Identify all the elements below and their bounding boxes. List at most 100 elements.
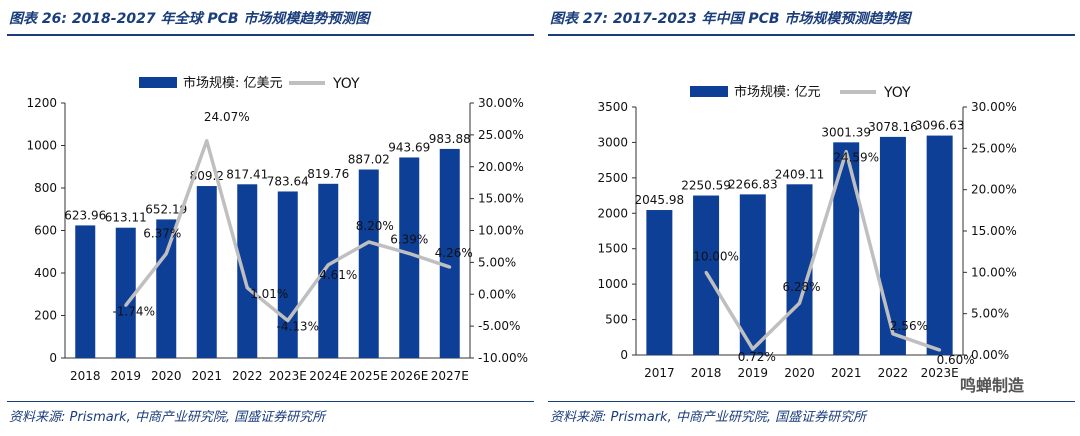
y-right-tick-label: 25.00% xyxy=(971,141,1017,155)
y-left-tick-label: 500 xyxy=(605,313,628,327)
chart-title: 图表 26: 2018-2027 年全球 PCB 市场规模趋势预测图 xyxy=(9,11,370,27)
yoy-value-label: 4.61% xyxy=(319,268,357,282)
yoy-value-label: 8.20% xyxy=(356,219,394,233)
yoy-point-2022 xyxy=(245,286,249,290)
bar-2021 xyxy=(833,142,860,355)
yoy-value-label: 6.28% xyxy=(782,280,820,294)
chart-source: 资料来源: Prismark, 中商产业研究院, 国盛证券研究所 xyxy=(550,410,867,425)
bar-2018 xyxy=(75,225,96,358)
x-tick-label: 2020 xyxy=(151,369,182,383)
watermark-text: 鸣蝉制造 xyxy=(960,376,1025,395)
yoy-value-label: 2.56% xyxy=(890,319,928,333)
x-tick-label: 2023E xyxy=(921,366,959,380)
x-tick-label: 2018 xyxy=(70,369,101,383)
y-right-tick-label: 15.00% xyxy=(478,192,524,206)
bar-2019 xyxy=(739,194,766,355)
yoy-value-label: 24.07% xyxy=(204,110,250,124)
x-tick-label: 2020 xyxy=(784,366,815,380)
yoy-line xyxy=(704,149,941,352)
y-right-tick-label: 0.00% xyxy=(971,348,1009,362)
yoy-point-2019 xyxy=(124,303,128,307)
x-tick-label: 2027E xyxy=(431,369,469,383)
chart-global-pcb: 0 200 400 600 800 1000 1200 -10.00% -5.00% 0.00% 5… xyxy=(26,75,528,383)
source-rule xyxy=(7,401,534,402)
yoy-point-2018 xyxy=(704,270,708,274)
bar-value-label: 2045.98 xyxy=(635,193,685,207)
bar-value-label: 3001.39 xyxy=(821,125,871,139)
bar-value-label: 2266.83 xyxy=(728,177,778,191)
yoy-point-2023E xyxy=(286,319,290,323)
bar-2027E xyxy=(439,148,460,358)
y-left-tick-label: 600 xyxy=(34,224,57,238)
bar-value-label: 819.76 xyxy=(307,167,349,181)
x-tick-label: 2022 xyxy=(232,369,263,383)
x-tick-label: 2026E xyxy=(390,369,428,383)
yoy-point-2026E xyxy=(407,252,411,256)
bar-value-label: 623.96 xyxy=(64,208,106,222)
x-tick-label: 2017 xyxy=(644,366,675,380)
y-right-tick-label: 30.00% xyxy=(971,100,1017,114)
yoy-point-2023E xyxy=(938,348,942,352)
chart-source: 资料来源: Prismark, 中商产业研究院, 国盛证券研究所 xyxy=(9,410,326,425)
y-right-tick-label: 0.00% xyxy=(478,287,516,301)
bar-2026E xyxy=(399,157,420,358)
yoy-value-label: 4.26% xyxy=(435,246,473,260)
yoy-point-2020 xyxy=(798,301,801,305)
y-right-tick-label: 30.00% xyxy=(478,96,524,110)
y-left-tick-label: 3000 xyxy=(597,135,628,149)
y-left-tick-label: 2500 xyxy=(597,171,628,185)
legend-bar-label: 市场规模: 亿元 xyxy=(734,84,821,100)
bar-2023E xyxy=(926,135,953,355)
yoy-value-label: 6.39% xyxy=(390,233,428,247)
bar-value-label: 613.11 xyxy=(105,211,147,225)
yoy-point-2021 xyxy=(205,139,209,143)
chart-panel-global: 图表 26: 2018-2027 年全球 PCB 市场规模趋势预测图 0 200 4… xyxy=(7,0,534,436)
legend-bar-label: 市场规模: 亿美元 xyxy=(183,75,283,91)
yoy-value-label: 0.72% xyxy=(738,350,776,364)
yoy-point-2021 xyxy=(844,150,848,154)
bar-2024E xyxy=(318,183,339,358)
chart-china-pcb: 0 500 1000 1500 2000 2500 3000 3500 0.00% 5.00% 10… xyxy=(597,84,1017,380)
y-right-tick-label: 5.00% xyxy=(478,255,516,269)
chart-panel-china: 图表 27: 2017-2023 年中国 PCB 市场规模预测趋势图 0 500 1… xyxy=(548,0,1075,436)
bar-2020 xyxy=(156,219,177,358)
bar-value-label: 817.41 xyxy=(226,167,268,181)
bar-value-label: 783.64 xyxy=(267,174,309,188)
bar-2021 xyxy=(196,186,217,358)
bar-value-label: 943.69 xyxy=(388,140,430,154)
yoy-point-2019 xyxy=(751,347,755,351)
bar-2017 xyxy=(646,210,673,355)
x-tick-label: 2025E xyxy=(350,369,388,383)
y-right-tick-label: 20.00% xyxy=(971,183,1017,197)
y-right-tick-label: 10.00% xyxy=(971,265,1017,279)
bar-value-label: 2409.11 xyxy=(775,167,825,181)
y-right-tick-label: 25.00% xyxy=(478,128,524,142)
bar-value-label: 652.19 xyxy=(145,202,187,216)
y-left-tick-label: 1000 xyxy=(26,139,57,153)
yoy-point-2024E xyxy=(326,263,330,267)
bar-value-label: 2250.59 xyxy=(681,179,731,193)
y-left-tick-label: 2000 xyxy=(597,206,628,220)
yoy-value-label: -1.74% xyxy=(113,304,155,318)
yoy-value-label: 10.00% xyxy=(693,249,739,263)
y-right-tick-label: -10.00% xyxy=(478,351,528,365)
yoy-point-2020 xyxy=(164,252,168,256)
x-tick-label: 2021 xyxy=(831,366,862,380)
yoy-point-2027E xyxy=(448,265,452,269)
y-right-tick-label: -5.00% xyxy=(478,319,520,333)
x-tick-label: 2022 xyxy=(878,366,909,380)
y-left-tick-label: 400 xyxy=(34,266,57,280)
title-rule xyxy=(7,34,534,36)
y-left-tick-label: 3500 xyxy=(597,100,628,114)
y-left-tick-label: 1000 xyxy=(597,277,628,291)
x-tick-label: 2019 xyxy=(738,366,769,380)
y-left-tick-label: 1200 xyxy=(26,96,57,110)
y-right-tick-label: 20.00% xyxy=(478,160,524,174)
y-right-tick-label: 10.00% xyxy=(478,224,524,238)
y-right-tick-label: 5.00% xyxy=(971,307,1009,321)
legend-line-label: YOY xyxy=(883,85,911,101)
legend-bar-swatch xyxy=(139,77,177,88)
x-tick-label: 2018 xyxy=(691,366,722,380)
x-tick-label: 2019 xyxy=(110,369,141,383)
yoy-value-label: 24.59% xyxy=(833,151,879,165)
